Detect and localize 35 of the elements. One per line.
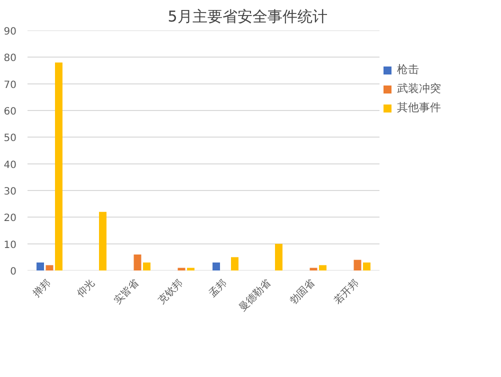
x-tick-label: 掸邦	[30, 276, 54, 300]
y-tick-label: 40	[4, 160, 17, 171]
bar	[99, 212, 106, 270]
x-tick-label: 实皆省	[112, 276, 142, 307]
bar	[212, 262, 220, 270]
y-tick-label: 80	[4, 53, 17, 64]
bar	[143, 262, 150, 270]
y-tick-label: 20	[4, 213, 17, 224]
x-tick-label: 曼德勒省	[236, 276, 274, 314]
y-tick-label: 60	[4, 106, 17, 118]
bar	[55, 62, 62, 270]
bar	[187, 268, 194, 270]
legend-label: 枪击	[397, 62, 419, 77]
chart-title: 5月主要省安全事件统计	[168, 8, 328, 26]
y-tick-label: 0	[10, 266, 17, 278]
bar	[363, 262, 370, 270]
bar	[46, 265, 54, 270]
legend-label: 其他事件	[397, 100, 441, 115]
x-tick-label: 孟邦	[206, 276, 230, 300]
x-tick-label: 勃固省	[288, 276, 318, 307]
legend-label: 武装冲突	[397, 81, 441, 96]
y-tick-label: 30	[4, 186, 17, 198]
y-tick-label: 70	[4, 80, 17, 91]
x-tick-label: 若开邦	[332, 276, 362, 307]
y-tick-label: 10	[4, 240, 17, 251]
x-tick-label: 仰光	[74, 276, 98, 300]
bar	[231, 257, 238, 270]
bar	[354, 260, 362, 270]
y-tick-label: 50	[4, 133, 17, 144]
bar	[36, 262, 44, 270]
x-tick-label: 克钦邦	[156, 276, 186, 307]
bar	[319, 265, 326, 270]
y-tick-label: 90	[4, 26, 17, 38]
bar	[134, 254, 142, 270]
bar	[275, 244, 282, 270]
